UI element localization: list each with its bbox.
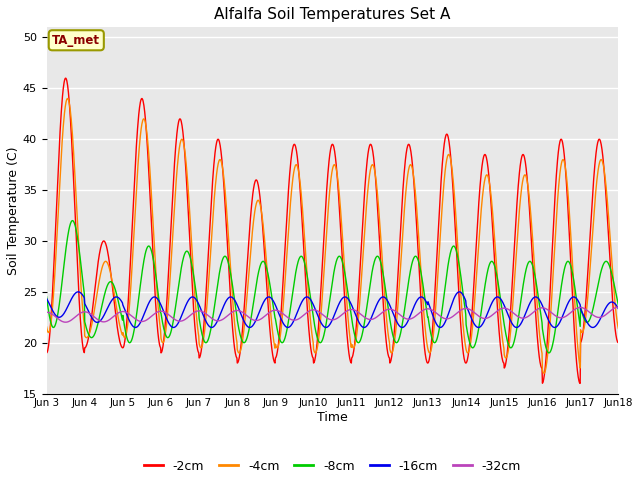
Y-axis label: Soil Temperature (C): Soil Temperature (C) bbox=[7, 146, 20, 275]
X-axis label: Time: Time bbox=[317, 411, 348, 424]
Legend: -2cm, -4cm, -8cm, -16cm, -32cm: -2cm, -4cm, -8cm, -16cm, -32cm bbox=[139, 455, 526, 478]
Title: Alfalfa Soil Temperatures Set A: Alfalfa Soil Temperatures Set A bbox=[214, 7, 451, 22]
Text: TA_met: TA_met bbox=[52, 34, 100, 47]
